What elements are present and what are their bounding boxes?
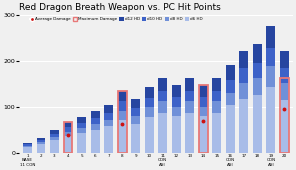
Bar bbox=[145, 87, 154, 98]
Bar bbox=[50, 134, 59, 137]
Bar bbox=[213, 101, 221, 113]
Bar bbox=[91, 111, 99, 118]
Bar bbox=[213, 78, 221, 91]
Bar bbox=[145, 117, 154, 153]
Bar bbox=[266, 26, 275, 48]
Bar bbox=[280, 100, 289, 153]
Bar bbox=[145, 98, 154, 107]
Bar bbox=[23, 144, 32, 146]
Bar bbox=[91, 124, 99, 130]
Bar bbox=[199, 85, 208, 153]
Bar bbox=[131, 116, 140, 124]
Bar bbox=[213, 91, 221, 101]
Bar bbox=[199, 116, 208, 153]
Bar bbox=[172, 116, 181, 153]
Bar bbox=[158, 78, 167, 91]
Text: Red Dragon Breath Weapon vs. PC Hit Points: Red Dragon Breath Weapon vs. PC Hit Poin… bbox=[20, 3, 221, 12]
Bar bbox=[104, 120, 113, 126]
Bar bbox=[23, 147, 32, 153]
Bar bbox=[118, 91, 127, 101]
Bar bbox=[23, 143, 32, 144]
Bar bbox=[37, 140, 45, 142]
Bar bbox=[77, 128, 86, 133]
Bar bbox=[64, 132, 73, 136]
Bar bbox=[104, 113, 113, 120]
Bar bbox=[185, 113, 194, 153]
Bar bbox=[145, 107, 154, 117]
Bar bbox=[213, 113, 221, 153]
Bar bbox=[91, 130, 99, 153]
Bar bbox=[77, 133, 86, 153]
Bar bbox=[131, 124, 140, 153]
Bar bbox=[253, 44, 262, 63]
Bar bbox=[37, 138, 45, 140]
Bar bbox=[266, 48, 275, 66]
Bar bbox=[172, 85, 181, 97]
Bar bbox=[77, 117, 86, 123]
Bar bbox=[37, 144, 45, 153]
Bar bbox=[104, 105, 113, 113]
Bar bbox=[185, 91, 194, 101]
Bar bbox=[118, 101, 127, 111]
Bar bbox=[37, 142, 45, 144]
Bar bbox=[158, 101, 167, 113]
Bar bbox=[118, 120, 127, 153]
Bar bbox=[64, 122, 73, 153]
Bar bbox=[280, 83, 289, 100]
Bar bbox=[239, 51, 248, 68]
Bar bbox=[118, 91, 127, 153]
Bar bbox=[158, 113, 167, 153]
Bar bbox=[199, 97, 208, 107]
Bar bbox=[226, 93, 235, 105]
Bar bbox=[185, 101, 194, 113]
Bar bbox=[199, 107, 208, 116]
Bar bbox=[131, 108, 140, 116]
Bar bbox=[131, 99, 140, 108]
Bar bbox=[239, 83, 248, 99]
Bar bbox=[50, 140, 59, 153]
Bar bbox=[23, 146, 32, 147]
Bar bbox=[64, 127, 73, 132]
Bar bbox=[104, 126, 113, 153]
Bar bbox=[239, 68, 248, 83]
Legend: Average Damage, Maximum Damage, d12 HD, d10 HD, d8 HD, d6 HD: Average Damage, Maximum Damage, d12 HD, … bbox=[30, 17, 203, 21]
Bar bbox=[91, 118, 99, 124]
Bar bbox=[77, 123, 86, 128]
Bar bbox=[172, 107, 181, 116]
Bar bbox=[280, 78, 289, 153]
Bar bbox=[50, 137, 59, 140]
Bar bbox=[266, 66, 275, 87]
Bar bbox=[64, 136, 73, 153]
Bar bbox=[280, 68, 289, 83]
Bar bbox=[50, 130, 59, 134]
Bar bbox=[226, 65, 235, 80]
Bar bbox=[253, 63, 262, 78]
Bar bbox=[280, 51, 289, 68]
Bar bbox=[158, 91, 167, 101]
Bar bbox=[199, 85, 208, 97]
Bar bbox=[185, 78, 194, 91]
Bar bbox=[253, 78, 262, 95]
Bar bbox=[226, 80, 235, 93]
Bar bbox=[253, 95, 262, 153]
Bar bbox=[172, 97, 181, 107]
Bar bbox=[226, 105, 235, 153]
Bar bbox=[118, 111, 127, 120]
Bar bbox=[239, 99, 248, 153]
Bar bbox=[266, 87, 275, 153]
Bar bbox=[64, 122, 73, 127]
